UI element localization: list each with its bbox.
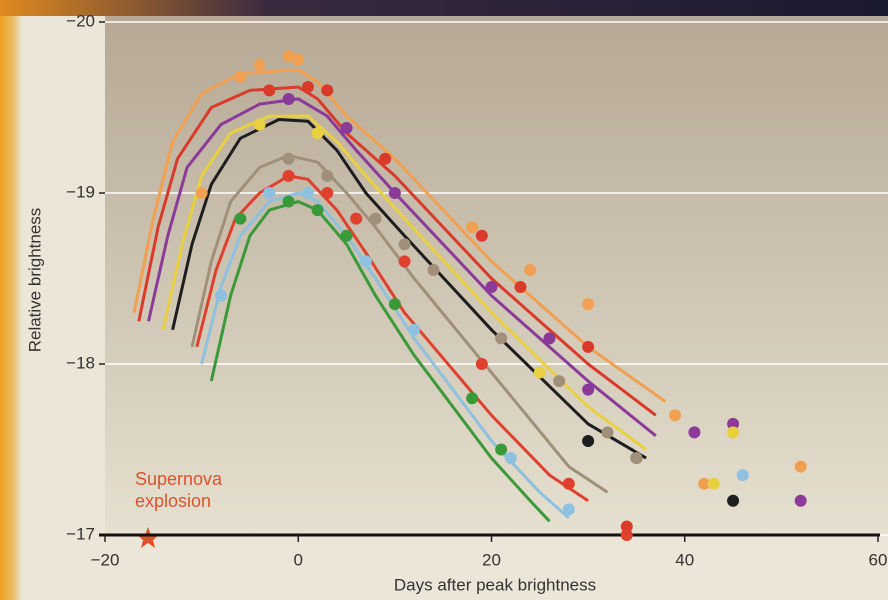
observation-dot [253,118,266,131]
y-tick-label: −19 [66,182,95,201]
light-curve [147,97,657,437]
observation-dot [504,452,517,465]
x-tick-label: −20 [91,550,120,569]
observation-dot [388,298,401,311]
observation-dot [688,426,701,439]
observation-dot [427,263,440,276]
observation-dot [582,383,595,396]
observation-dot [282,152,295,165]
observation-dot [698,477,711,490]
observation-dot [582,340,595,353]
observation-dot [466,392,479,405]
observation-dot [524,263,537,276]
observation-dot [514,281,527,294]
observation-dot [794,460,807,473]
observation-dot [263,187,276,199]
observation-dot [359,255,372,268]
observation-dot [350,212,363,225]
y-tick-label: −18 [66,353,95,372]
observation-dot [398,255,411,268]
observation-dot [533,366,546,379]
observation-dot [794,494,807,507]
observation-dot [263,84,276,97]
observation-dot [253,58,266,71]
plot-area [105,16,888,535]
observation-dot [214,289,227,302]
observation-dot [727,426,740,439]
observation-dot [620,529,633,541]
observation-dot [601,426,614,439]
observation-dot [321,187,334,199]
observation-dot [340,122,353,135]
observation-dot [398,238,411,251]
explosion-star [137,527,159,548]
observation-dot [292,53,305,66]
y-axis-label: Relative brightness [25,208,44,353]
observation-dot [311,204,324,217]
observation-dot [282,50,295,63]
observation-dot [553,375,566,388]
light-curve [161,114,647,451]
observation-dot [475,358,488,370]
observation-dot [707,477,720,490]
x-tick-label: 0 [294,550,303,569]
x-tick-label: 60 [869,550,888,569]
observation-dot [234,212,247,225]
x-axis-label: Days after peak brightness [394,575,596,594]
observation-dot [630,452,643,465]
observation-dot [495,332,508,345]
observation-dot [408,323,421,336]
observation-dot [736,469,749,482]
observation-dot [495,443,508,456]
observation-dot [379,152,392,165]
observation-dot [301,187,314,199]
observation-dot [582,434,595,447]
observation-dot [543,332,556,345]
observation-dot [301,80,314,93]
observation-dot [727,494,740,507]
observation-dot [466,221,479,234]
observation-dot [282,169,295,182]
observation-dot [669,409,682,422]
observation-dot [475,229,488,242]
observation-dot [282,92,295,105]
observation-dot [562,503,575,516]
light-curve [209,200,551,523]
observation-dot [321,169,334,182]
backdrop [0,0,888,16]
observation-dot [562,477,575,490]
observation-dot [388,187,401,199]
x-tick-label: 40 [675,550,694,569]
observation-dot [340,229,353,242]
observation-dot [727,417,740,430]
observation-dot [195,187,208,199]
observation-dot [282,195,295,208]
y-tick-label: −20 [66,11,95,30]
observation-dot [582,298,595,311]
observation-dot [234,70,247,83]
y-tick-label: −17 [66,524,95,543]
observation-dot [321,84,334,97]
observation-dot [485,281,498,294]
annotation: Supernova explosion [135,469,223,511]
observation-dot [369,212,382,225]
light-curve [132,68,667,403]
observation-dot [620,520,633,533]
observation-dot [311,127,324,140]
x-tick-label: 20 [482,550,501,569]
